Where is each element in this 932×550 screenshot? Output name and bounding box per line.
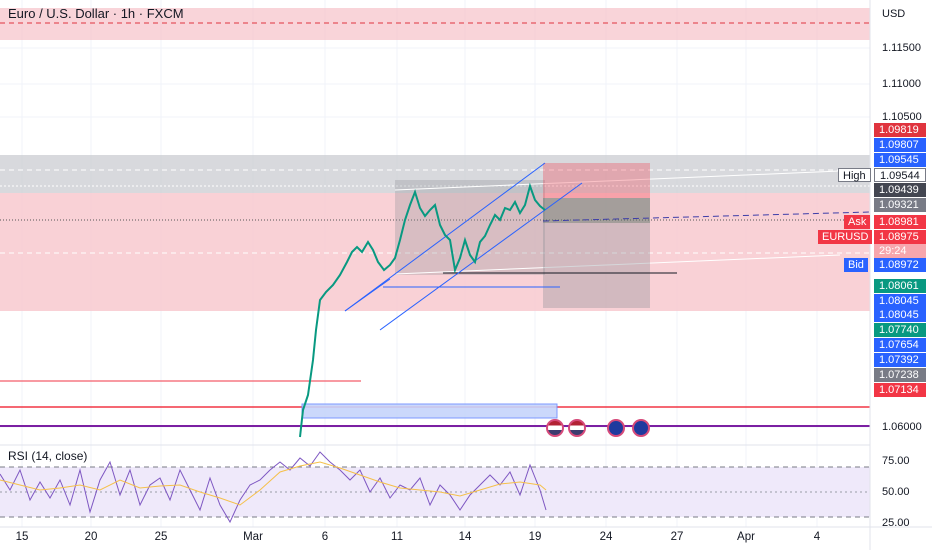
range-box	[395, 180, 545, 275]
bid-label: Bid	[844, 258, 868, 272]
time-tick: 24	[599, 531, 613, 543]
countdown-label: 29:24	[874, 244, 926, 258]
time-tick: 6	[321, 531, 329, 543]
rsi-tick: 50.00	[882, 486, 910, 498]
price-tag: 1.07654	[874, 338, 926, 352]
eu-flag-icon[interactable]	[632, 419, 650, 437]
currency-label[interactable]: USD	[882, 8, 906, 20]
price-tag: 1.09439	[874, 183, 926, 197]
time-tick: 11	[391, 531, 403, 543]
rsi-ma-line	[0, 461, 547, 506]
ask-label: Ask	[844, 215, 871, 229]
stop-zone	[543, 163, 650, 223]
price-tag: 1.07392	[874, 353, 926, 367]
target-zone	[543, 223, 650, 308]
gray-zone	[0, 155, 870, 193]
rsi-tick: 25.00	[882, 517, 910, 529]
demand-zone	[301, 403, 558, 419]
time-tick: 15	[15, 531, 29, 543]
rsi-tick: 75.00	[882, 455, 910, 467]
price-tick: 1.10500	[882, 111, 922, 123]
price-tag: 1.07134	[874, 383, 926, 397]
entry-zone	[543, 198, 650, 223]
time-tick: 20	[84, 531, 98, 543]
price-tag: 1.08045	[874, 308, 926, 322]
high-label: High	[838, 168, 871, 182]
time-tick: 19	[528, 531, 542, 543]
eu-flag-icon[interactable]	[607, 419, 625, 437]
price-tick: 1.06000	[882, 421, 922, 433]
rsi-line	[0, 451, 547, 524]
time-tick: 4	[813, 531, 821, 543]
time-tick: 25	[154, 531, 168, 543]
price-tag: 1.09819	[874, 123, 926, 137]
time-tick: 14	[458, 531, 472, 543]
price-tick: 1.11000	[882, 78, 921, 90]
price-tag: 1.09807	[874, 138, 926, 152]
supply-zone-top	[0, 8, 870, 40]
time-tick: 27	[670, 531, 684, 543]
price-tag: 1.07238	[874, 368, 926, 382]
us-flag-icon[interactable]	[568, 419, 586, 437]
price-tag: 1.08061	[874, 279, 926, 293]
price-tag: 1.08972	[874, 258, 926, 272]
price-tag: 1.08981	[874, 215, 926, 229]
price-tick: 1.11500	[882, 42, 921, 54]
price-tag: 1.09544	[874, 168, 926, 182]
price-tag: 1.09545	[874, 153, 926, 167]
us-flag-icon[interactable]	[546, 419, 564, 437]
price-tag: 1.08975	[874, 230, 926, 244]
symbol-title[interactable]: Euro / U.S. Dollar · 1h · FXCM	[8, 6, 184, 21]
supply-zone-main	[0, 193, 870, 311]
price-tag: 1.09321	[874, 198, 926, 212]
price-candles	[299, 182, 546, 438]
rsi-title[interactable]: RSI (14, close)	[8, 449, 88, 463]
price-tag: 1.07740	[874, 323, 926, 337]
price-tag: 1.08045	[874, 294, 926, 308]
symbol-label: EURUSD	[818, 230, 873, 244]
time-tick: Mar	[243, 531, 263, 543]
time-tick: Apr	[737, 531, 755, 543]
